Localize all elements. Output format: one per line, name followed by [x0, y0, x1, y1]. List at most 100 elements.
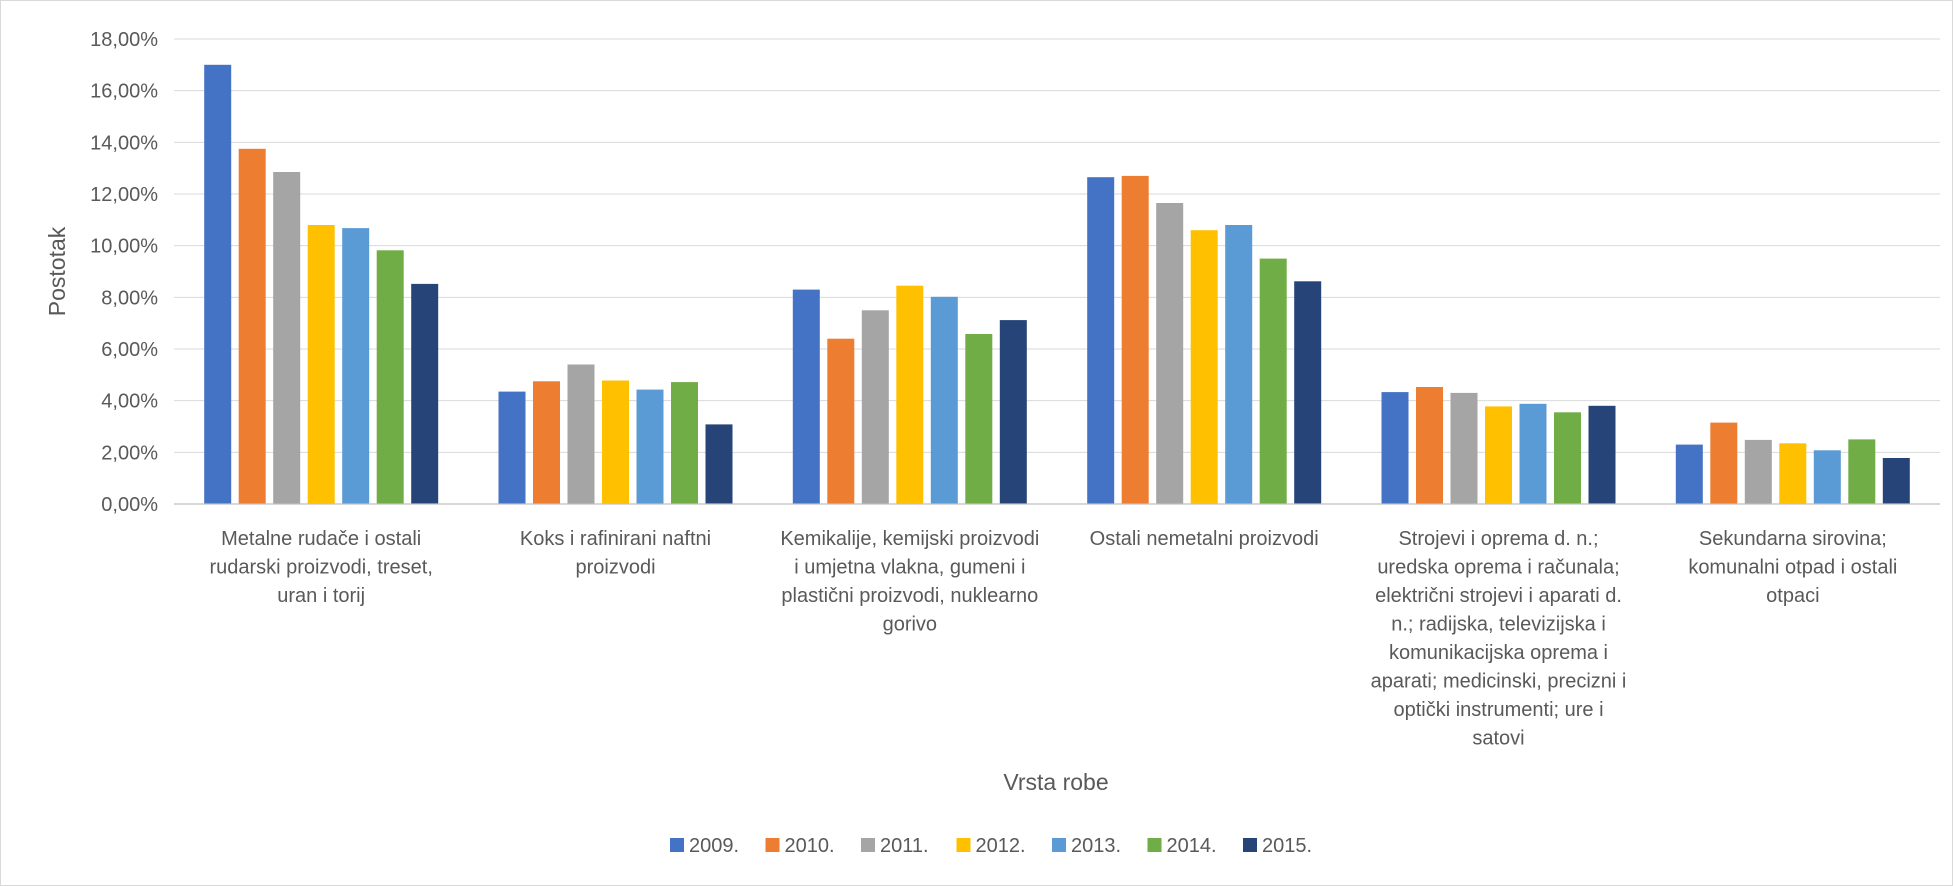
bar-2010-cat-6: [1710, 422, 1738, 504]
category-label-line: Sekundarna sirovina;: [1699, 528, 1887, 550]
legend-swatch-2015: [1243, 838, 1257, 852]
category-label-5: Strojevi i oprema d. n.; uredska oprema i…: [1371, 528, 1627, 750]
category-label-4: Ostali nemetalni proizvodi: [1090, 528, 1319, 550]
legend-swatch-2012: [956, 838, 971, 852]
legend: 2009. 2010. 2011. 2012. 2013. 2014. 2015.: [670, 835, 1312, 857]
category-label-1: Metalne rudače i ostali rudarski proizvod…: [209, 528, 432, 607]
bar-2009-cat-3: [792, 289, 820, 504]
bar-2012-cat-1: [307, 225, 335, 504]
legend-swatch-2011: [861, 838, 875, 852]
bar-2012-cat-5: [1485, 406, 1512, 504]
bar-2015-cat-5: [1588, 405, 1616, 504]
bar-2014-cat-1: [376, 250, 404, 504]
x-axis-title: Vrsta robe: [1003, 769, 1108, 795]
bar-2011-cat-6: [1744, 439, 1772, 504]
legend-label-2014: 2014.: [1167, 835, 1217, 857]
legend-label-2009: 2009.: [689, 835, 739, 857]
bar-2014-cat-5: [1554, 412, 1581, 504]
bar-2013-cat-2: [636, 389, 664, 504]
bar-2012-cat-4: [1190, 230, 1218, 504]
legend-swatch-2013: [1052, 838, 1066, 852]
bar-2011-cat-4: [1156, 203, 1184, 504]
y-axis-ticks: 0,00% 2,00% 4,00% 6,00% 8,00% 10,00% 12,00% 14,…: [90, 29, 158, 516]
category-label-line: rudarski proizvodi, treset,: [209, 557, 432, 579]
y-tick-label: 4,00%: [101, 391, 158, 413]
category-label-line: aparati; medicinski, precizni i: [1371, 671, 1627, 693]
bar-2015-cat-3: [999, 320, 1027, 504]
bar-2012-cat-2: [602, 380, 629, 504]
legend-swatch-2009: [670, 838, 684, 852]
category-label-3: Kemikalije, kemijski proizvodi i umjetna …: [780, 528, 1039, 636]
category-label-line: otpaci: [1766, 585, 1819, 607]
bar-2015-cat-2: [705, 424, 733, 504]
category-label-2: Koks i rafinirani naftni proizvodi: [520, 528, 711, 579]
bars: [204, 64, 1910, 505]
bar-2014-cat-3: [965, 334, 993, 504]
bar-2010-cat-3: [827, 338, 855, 504]
category-label-line: gorivo: [883, 614, 937, 636]
category-label-line: komunalni otpad i ostali: [1688, 557, 1897, 579]
y-tick-label: 10,00%: [90, 236, 158, 258]
category-label-line: Kemikalije, kemijski proizvodi: [780, 528, 1039, 550]
legend-swatch-2014: [1147, 838, 1162, 852]
y-axis-title: Postotak: [44, 226, 70, 316]
category-label-line: komunikacijska oprema i: [1389, 642, 1608, 664]
category-label-line: satovi: [1472, 728, 1524, 750]
y-tick-label: 12,00%: [90, 184, 158, 206]
bar-2014-cat-6: [1848, 439, 1876, 504]
bar-2010-cat-4: [1121, 175, 1149, 504]
legend-label-2011: 2011.: [880, 835, 929, 857]
gridlines: [174, 38, 1940, 453]
bar-2009-cat-4: [1087, 177, 1115, 504]
legend-label-2013: 2013.: [1071, 835, 1121, 857]
category-label-6: Sekundarna sirovina; komunalni otpad i os…: [1688, 528, 1897, 607]
category-label-line: uredska oprema i računala;: [1377, 557, 1619, 579]
bar-2013-cat-4: [1225, 225, 1253, 504]
legend-swatch-2010: [765, 838, 780, 852]
y-tick-label: 6,00%: [101, 339, 158, 361]
bar-2012-cat-6: [1779, 443, 1807, 504]
bar-2011-cat-1: [273, 172, 301, 504]
y-tick-label: 14,00%: [90, 132, 158, 154]
bar-2009-cat-6: [1675, 444, 1703, 504]
category-label-line: Metalne rudače i ostali: [221, 528, 421, 550]
bar-2011-cat-2: [567, 364, 595, 504]
y-tick-label: 2,00%: [101, 442, 158, 464]
bar-2013-cat-1: [342, 228, 370, 504]
legend-label-2015: 2015.: [1262, 835, 1312, 857]
category-label-line: n.; radijska, televizijska i: [1391, 614, 1606, 636]
bar-2009-cat-1: [204, 64, 232, 505]
bar-2015-cat-4: [1294, 281, 1322, 504]
y-tick-label: 18,00%: [90, 29, 158, 51]
bar-2015-cat-6: [1882, 458, 1910, 504]
category-label-line: Koks i rafinirani naftni: [520, 528, 711, 550]
category-label-line: Strojevi i oprema d. n.;: [1398, 528, 1598, 550]
category-label-line: uran i torij: [277, 585, 365, 607]
bar-2012-cat-3: [896, 285, 924, 504]
category-label-line: i umjetna vlakna, gumeni i: [794, 557, 1025, 579]
y-tick-label: 8,00%: [101, 287, 158, 309]
bar-2014-cat-2: [671, 382, 698, 504]
bar-2013-cat-5: [1519, 403, 1547, 504]
bar-2009-cat-2: [498, 391, 526, 504]
bar-2013-cat-3: [930, 296, 958, 504]
x-axis-category-labels: Metalne rudače i ostali rudarski proizvod…: [209, 528, 1897, 750]
category-label-line: plastični proizvodi, nuklearno: [781, 585, 1038, 607]
y-tick-label: 16,00%: [90, 81, 158, 103]
category-label-line: proizvodi: [575, 557, 655, 579]
bar-2011-cat-5: [1450, 392, 1478, 504]
bar-2015-cat-1: [411, 283, 439, 504]
bar-2010-cat-1: [238, 148, 266, 505]
bar-2011-cat-3: [861, 310, 889, 505]
category-label-line: optički instrumenti; ure i: [1393, 699, 1603, 721]
bar-2010-cat-2: [533, 381, 560, 504]
y-tick-label: 0,00%: [101, 494, 158, 516]
legend-label-2012: 2012.: [976, 835, 1026, 857]
category-label-line: Ostali nemetalni proizvodi: [1090, 528, 1319, 550]
bar-2010-cat-5: [1416, 387, 1443, 504]
bar-2009-cat-5: [1381, 392, 1409, 504]
bar-2013-cat-6: [1813, 450, 1841, 504]
legend-label-2010: 2010.: [785, 835, 835, 857]
